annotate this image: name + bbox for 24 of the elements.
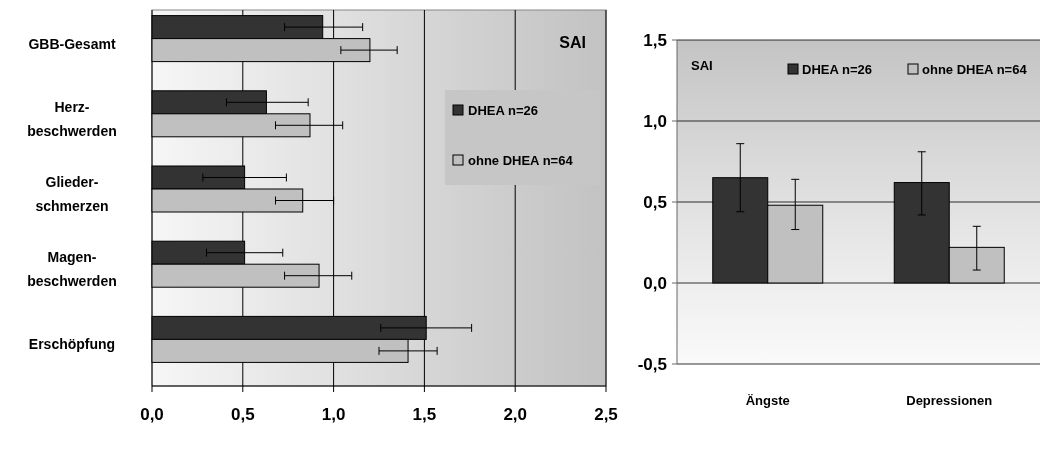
legend-label: ohne DHEA n=64 xyxy=(468,153,574,168)
annotation: SAI xyxy=(691,58,713,73)
y-tick-label: GBB-Gesamt xyxy=(28,35,116,52)
legend-label: ohne DHEA n=64 xyxy=(922,62,1028,77)
y-tick-label: 1,5 xyxy=(643,31,667,50)
y-tick-label: Magen- beschwerden xyxy=(27,249,117,290)
annotation: SAI xyxy=(559,34,586,51)
y-tick-label: 0,0 xyxy=(643,274,667,293)
y-tick-label: Herz- beschwerden xyxy=(27,98,117,139)
x-tick-label: Depressionen xyxy=(906,393,993,408)
x-tick-label: 2,0 xyxy=(503,405,528,424)
x-tick-label: 2,5 xyxy=(594,405,618,424)
x-tick-label: 1,0 xyxy=(321,405,346,424)
y-tick-label: Erschöpfung xyxy=(28,336,116,353)
legend-label: DHEA n=26 xyxy=(802,62,872,77)
y-tick-label: 0,5 xyxy=(643,193,667,212)
x-tick-label: 0,5 xyxy=(230,405,255,424)
y-tick-label: -0,5 xyxy=(637,355,667,374)
y-tick-label: 1,0 xyxy=(643,112,667,131)
x-tick-label: 1,5 xyxy=(412,405,437,424)
y-tick-label: Glieder- schmerzen xyxy=(35,174,109,214)
x-tick-label: 0,0 xyxy=(140,405,164,424)
x-tick-label: Ängste xyxy=(745,393,790,408)
legend-label: DHEA n=26 xyxy=(468,103,538,118)
